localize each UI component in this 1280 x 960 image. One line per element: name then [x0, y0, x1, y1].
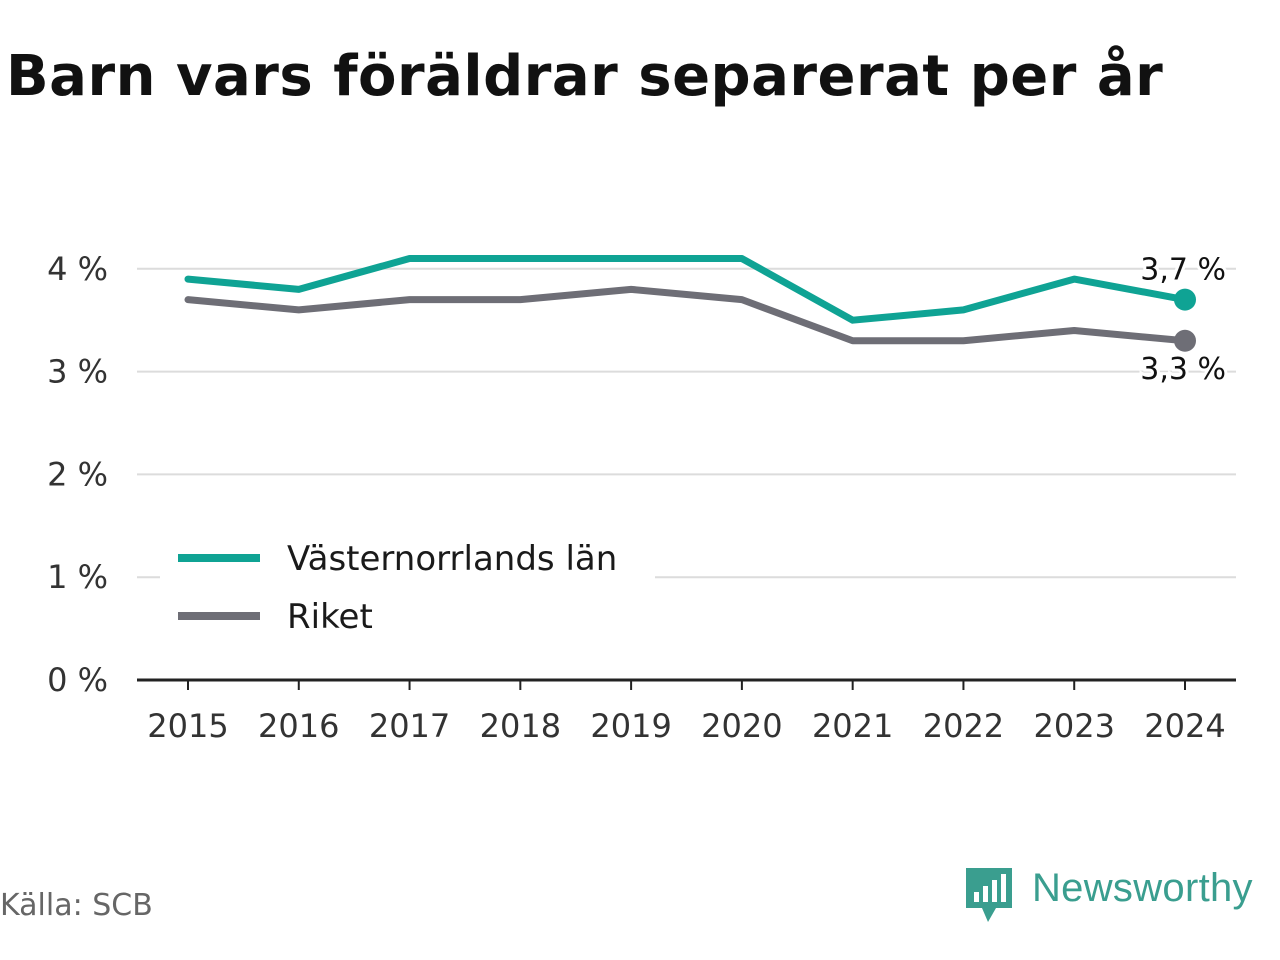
- legend-label: Riket: [287, 597, 373, 637]
- y-axis: 0 % 1 % 2 % 3 % 4 %: [47, 250, 108, 699]
- end-label: 3,7 %: [1140, 253, 1226, 288]
- series-line: [184, 285, 1189, 345]
- y-tick-label: 3 %: [47, 353, 108, 391]
- x-tick-label: 2017: [369, 707, 450, 745]
- x-tick-label: 2022: [923, 707, 1004, 745]
- y-tick-label: 0 %: [47, 661, 108, 699]
- source-note: Källa: SCB: [0, 888, 153, 923]
- legend-background: [160, 530, 655, 642]
- x-tick-label: 2021: [812, 707, 893, 745]
- x-tick-label: 2019: [590, 707, 671, 745]
- y-tick-label: 2 %: [47, 455, 108, 493]
- end-point: [1174, 288, 1196, 311]
- brand-name: Newsworthy: [1032, 866, 1253, 910]
- x-axis: 2015 2016 2017 2018 2019 2020 2021 2022 2023 2024: [137, 678, 1236, 745]
- x-tick-label: 2020: [701, 707, 782, 745]
- series-line: [184, 255, 1189, 324]
- x-tick-label: 2023: [1034, 707, 1115, 745]
- series-lines: [184, 255, 1196, 352]
- x-tick-label: 2024: [1144, 707, 1225, 745]
- legend: Västernorrlands län Riket: [160, 530, 655, 642]
- y-tick-label: 4 %: [47, 250, 108, 288]
- end-labels: 3,7 % 3,3 %: [1137, 250, 1229, 390]
- x-tick-label: 2015: [147, 707, 228, 745]
- end-label: 3,3 %: [1140, 352, 1226, 387]
- legend-label: Västernorrlands län: [287, 539, 617, 579]
- newsworthy-logo-icon: [966, 868, 1012, 922]
- x-tick-label: 2018: [480, 707, 561, 745]
- chart-title: Barn vars föräldrar separerat per år: [6, 44, 1164, 109]
- x-tick-label: 2016: [258, 707, 339, 745]
- end-point: [1174, 329, 1196, 352]
- y-tick-label: 1 %: [47, 558, 108, 596]
